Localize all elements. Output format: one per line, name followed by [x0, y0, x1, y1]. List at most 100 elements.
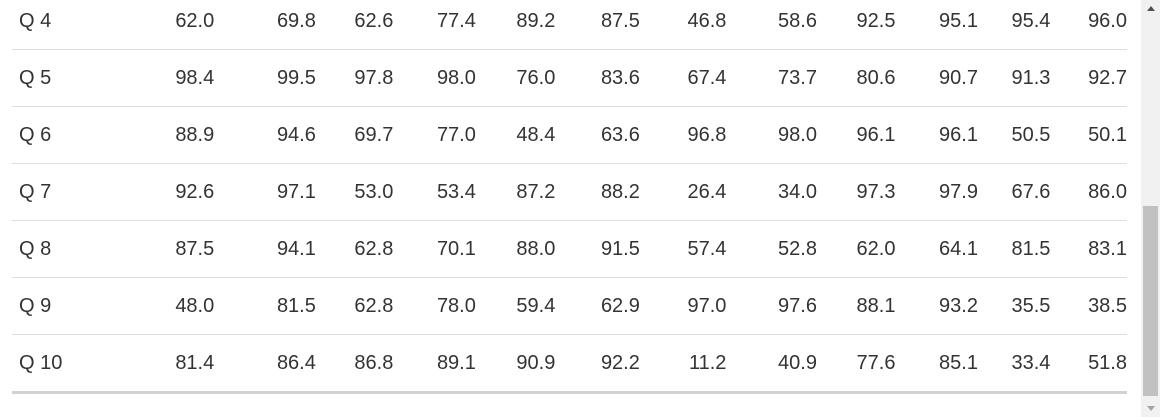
table-cell: 76.0 [475, 49, 556, 107]
table-cell: 52.8 [726, 220, 817, 278]
table-cell: 70.1 [393, 220, 476, 278]
table-cell: 81.5 [977, 220, 1051, 278]
table-cell: 94.6 [214, 106, 316, 164]
table-cell: 92.5 [816, 0, 896, 50]
scrollbar-thumb[interactable] [1143, 206, 1158, 396]
table-cell: 48.0 [152, 277, 215, 335]
table-row: Q 4 62.0 69.8 62.6 77.4 89.2 87.5 46.8 58.6 92.5 9… [12, 0, 1127, 50]
table-cell: 92.6 [152, 163, 215, 221]
table-cell: 85.1 [895, 334, 978, 394]
table-cell: 97.6 [726, 277, 817, 335]
table-cell: 69.8 [214, 0, 316, 50]
table-cell: 62.8 [315, 277, 394, 335]
table-cell: 87.5 [555, 0, 640, 50]
table-cell: 78.0 [393, 277, 476, 335]
table-cell: 80.6 [816, 49, 896, 107]
table-cell: 57.4 [639, 220, 727, 278]
row-label: Q 10 [12, 334, 153, 394]
table-cell: 97.3 [816, 163, 896, 221]
table-body: Q 4 62.0 69.8 62.6 77.4 89.2 87.5 46.8 58.6 92.5 9… [12, 0, 1127, 394]
table-cell: 91.5 [555, 220, 640, 278]
table-cell: 62.8 [315, 220, 394, 278]
table-cell: 97.9 [895, 163, 978, 221]
table-cell: 94.1 [214, 220, 316, 278]
scroll-up-button[interactable] [1141, 0, 1160, 17]
table-cell: 88.1 [816, 277, 896, 335]
table-cell: 53.0 [315, 163, 394, 221]
table-cell: 59.4 [475, 277, 556, 335]
table-cell: 86.8 [315, 334, 394, 394]
table-cell: 53.4 [393, 163, 476, 221]
table-cell: 95.1 [895, 0, 978, 50]
table-row: Q 9 48.0 81.5 62.8 78.0 59.4 62.9 97.0 97.6 88.1 9… [12, 277, 1127, 335]
table-cell: 51.8 [1050, 334, 1127, 394]
table-cell: 98.4 [152, 49, 215, 107]
table-cell: 87.5 [152, 220, 215, 278]
table-cell: 98.0 [393, 49, 476, 107]
table-cell: 33.4 [977, 334, 1051, 394]
table-cell: 62.0 [152, 0, 215, 50]
table-cell: 88.9 [152, 106, 215, 164]
table-cell: 11.2 [639, 334, 727, 394]
table-cell: 77.4 [393, 0, 476, 50]
table-cell: 34.0 [726, 163, 817, 221]
table-row: Q 6 88.9 94.6 69.7 77.0 48.4 63.6 96.8 98.0 96.1 9… [12, 106, 1127, 164]
triangle-down-icon [1146, 406, 1155, 411]
table-cell: 73.7 [726, 49, 817, 107]
table-cell: 87.2 [475, 163, 556, 221]
table-cell: 92.2 [555, 334, 640, 394]
table-cell: 95.4 [977, 0, 1051, 50]
table-cell: 91.3 [977, 49, 1051, 107]
table-cell: 86.0 [1050, 163, 1127, 221]
table-cell: 96.1 [895, 106, 978, 164]
table-cell: 50.5 [977, 106, 1051, 164]
table-cell: 64.1 [895, 220, 978, 278]
table-row: Q 5 98.4 99.5 97.8 98.0 76.0 83.6 67.4 73.7 80.6 9… [12, 49, 1127, 107]
table-cell: 97.0 [639, 277, 727, 335]
table-cell: 48.4 [475, 106, 556, 164]
vertical-scrollbar[interactable] [1141, 0, 1160, 417]
table-cell: 46.8 [639, 0, 727, 50]
table-cell: 90.9 [475, 334, 556, 394]
table-cell: 99.5 [214, 49, 316, 107]
table-cell: 98.0 [726, 106, 817, 164]
table-cell: 81.5 [214, 277, 316, 335]
table-cell: 96.1 [816, 106, 896, 164]
table-cell: 88.2 [555, 163, 640, 221]
row-label: Q 5 [12, 49, 153, 107]
table-cell: 40.9 [726, 334, 817, 394]
row-label: Q 8 [12, 220, 153, 278]
table-cell: 97.8 [315, 49, 394, 107]
table-cell: 62.0 [816, 220, 896, 278]
table-cell: 35.5 [977, 277, 1051, 335]
table-row: Q 8 87.5 94.1 62.8 70.1 88.0 91.5 57.4 52.8 62.0 6… [12, 220, 1127, 278]
table-cell: 63.6 [555, 106, 640, 164]
table-cell: 86.4 [214, 334, 316, 394]
table-cell: 97.1 [214, 163, 316, 221]
table-cell: 90.7 [895, 49, 978, 107]
table-cell: 83.6 [555, 49, 640, 107]
table-cell: 58.6 [726, 0, 817, 50]
table-cell: 83.1 [1050, 220, 1127, 278]
row-label: Q 9 [12, 277, 153, 335]
row-label: Q 7 [12, 163, 153, 221]
table-cell: 67.4 [639, 49, 727, 107]
table-cell: 89.1 [393, 334, 476, 394]
table-cell: 92.7 [1050, 49, 1127, 107]
table-cell: 50.1 [1050, 106, 1127, 164]
table-cell: 77.0 [393, 106, 476, 164]
table-cell: 38.5 [1050, 277, 1127, 335]
table-cell: 89.2 [475, 0, 556, 50]
table-row: Q 7 92.6 97.1 53.0 53.4 87.2 88.2 26.4 34.0 97.3 9… [12, 163, 1127, 221]
table-cell: 67.6 [977, 163, 1051, 221]
table-cell: 69.7 [315, 106, 394, 164]
table-row: Q 10 81.4 86.4 86.8 89.1 90.9 92.2 11.2 40.9 77.6… [12, 334, 1127, 394]
triangle-up-icon [1146, 6, 1155, 11]
table-cell: 62.6 [315, 0, 394, 50]
table-cell: 26.4 [639, 163, 727, 221]
scroll-down-button[interactable] [1141, 400, 1160, 417]
row-label: Q 6 [12, 106, 153, 164]
table-cell: 93.2 [895, 277, 978, 335]
table-cell: 77.6 [816, 334, 896, 394]
